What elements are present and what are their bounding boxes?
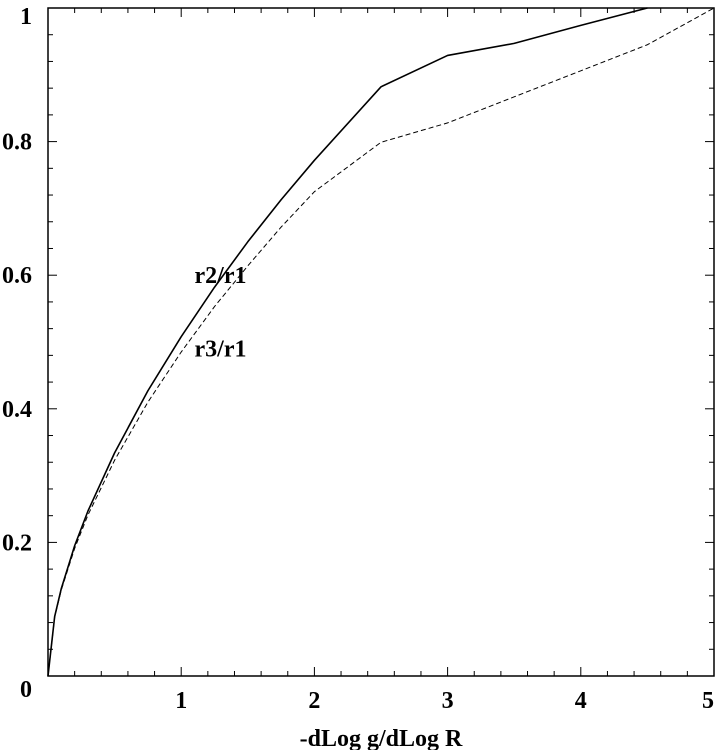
y-tick-label: 0.6 — [2, 263, 32, 289]
annotations: r2/r1 r3/r1 — [195, 263, 247, 362]
y-tick-labels: 0 0.2 0.4 0.6 0.8 1 — [2, 4, 32, 703]
x-tick-label: 3 — [442, 688, 454, 714]
curve-label-2: r3/r1 — [195, 337, 247, 363]
series-line-2 — [47, 7, 715, 677]
y-tick-label: 0.8 — [2, 130, 32, 156]
x-tick-label: 2 — [308, 688, 320, 714]
y-tick-label: 0.2 — [2, 530, 32, 556]
x-axis-label: -dLog g/dLog R — [300, 726, 463, 750]
series-layer — [47, 7, 715, 677]
series-line-1 — [47, 7, 648, 677]
x-tick-label: 5 — [702, 688, 714, 714]
y-tick-label: 1 — [20, 4, 32, 30]
x-tick-label: 1 — [175, 688, 187, 714]
y-tick-label: 0.4 — [2, 397, 32, 423]
plot-frame — [47, 7, 715, 677]
x-tick-labels: 1 2 3 4 5 — [175, 688, 714, 714]
x-tick-label: 4 — [575, 688, 587, 714]
y-tick-label: 0 — [20, 677, 32, 703]
curve-label-1: r2/r1 — [195, 263, 247, 289]
tick-marks — [48, 7, 715, 676]
